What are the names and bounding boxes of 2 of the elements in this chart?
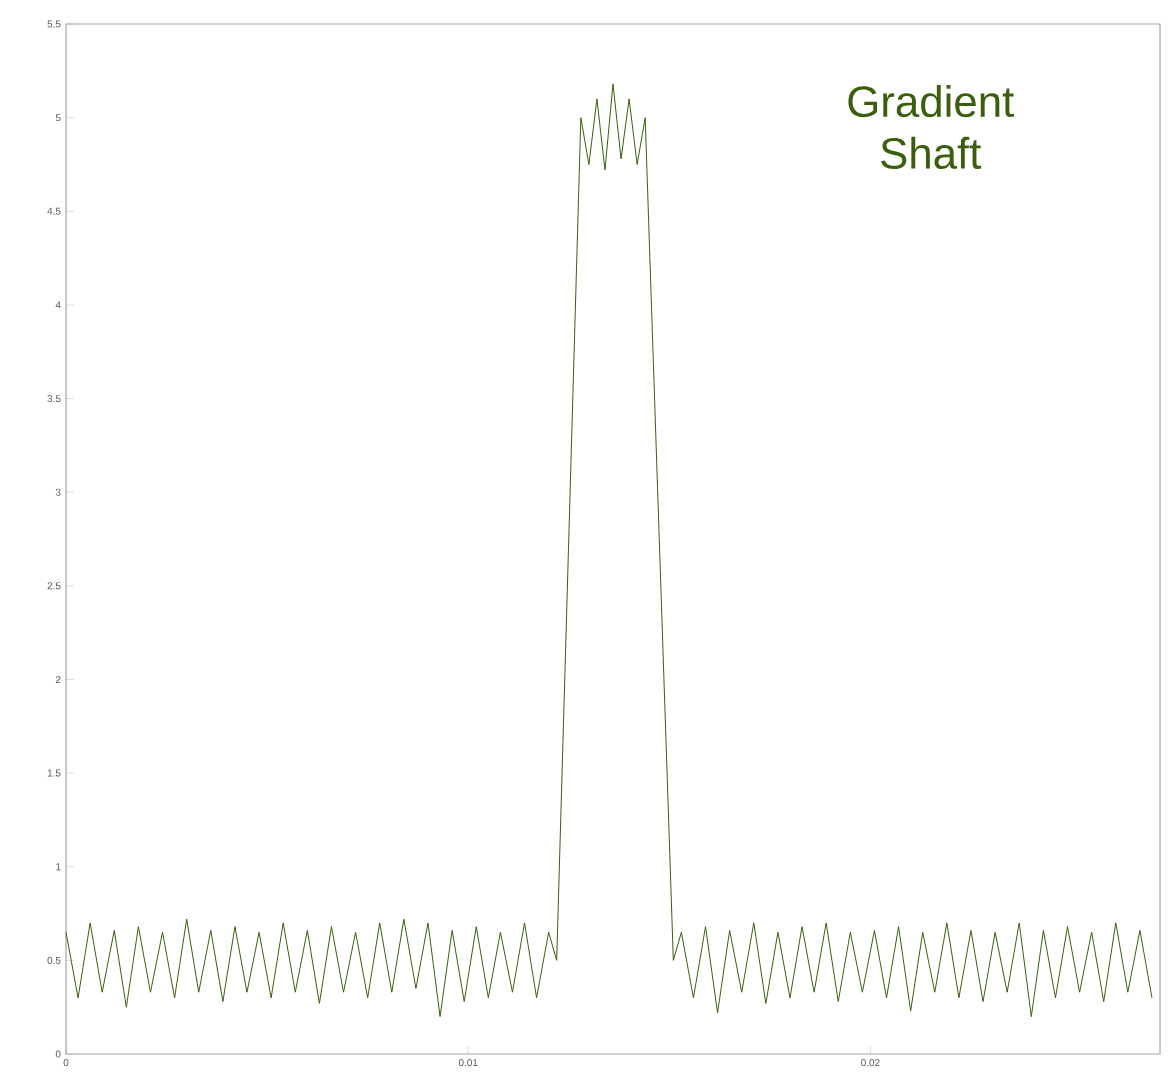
annotation: Gradient Shaft [848, 84, 1014, 170]
line-series [65, 83, 1153, 1018]
